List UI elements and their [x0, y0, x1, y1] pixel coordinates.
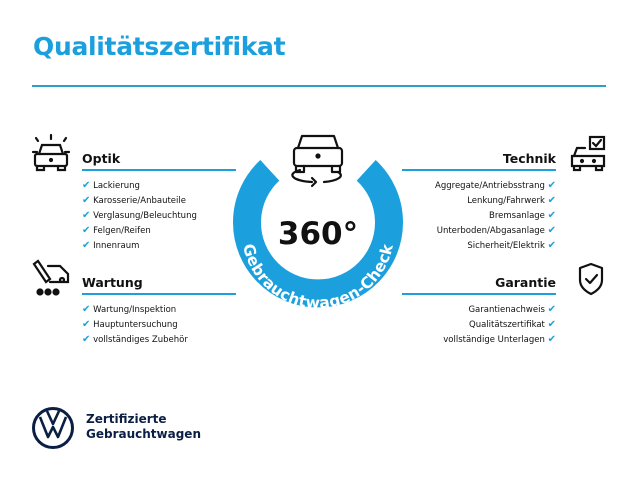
service-tools-icon — [32, 259, 70, 296]
section-technik: Technik Aggregate/Antriebsstrang ✔ Lenku… — [402, 150, 556, 253]
list-item: ✔ Hauptuntersuchung — [82, 319, 178, 330]
title-divider — [32, 85, 606, 87]
section-title: Optik — [82, 151, 121, 166]
check-icon: ✔ — [547, 304, 556, 315]
car-lights-icon — [31, 133, 71, 172]
section-divider — [402, 293, 556, 295]
check-icon: ✔ — [547, 319, 556, 330]
list-item: Lenkung/Fahrwerk ✔ — [467, 195, 556, 206]
list-item: ✔ Karosserie/Anbauteile — [82, 195, 186, 206]
section-divider — [82, 293, 236, 295]
list-item: Sicherheit/Elektrik ✔ — [467, 240, 556, 251]
section-title: Technik — [502, 151, 556, 166]
section-garantie: Garantie Garantienachweis ✔ Qualitätszer… — [402, 274, 556, 347]
list-item: Aggregate/Antriebsstrang ✔ — [435, 180, 556, 191]
check-icon: ✔ — [547, 210, 556, 221]
check-icon: ✔ — [82, 240, 91, 251]
check-icon: ✔ — [82, 304, 91, 315]
check-icon: ✔ — [547, 180, 556, 191]
car-checklist-icon — [570, 135, 606, 172]
ring-arc — [233, 160, 403, 308]
check-icon: ✔ — [82, 210, 91, 221]
check-icon: ✔ — [82, 195, 91, 206]
shield-check-icon — [578, 262, 604, 296]
list-item: Qualitätszertifikat ✔ — [469, 319, 556, 330]
check-icon: ✔ — [82, 319, 91, 330]
list-item: ✔ Felgen/Reifen — [82, 225, 151, 236]
check-icon: ✔ — [82, 225, 91, 236]
section-divider — [82, 169, 236, 171]
section-optik: Optik ✔ Lackierung ✔ Karosserie/Anbautei… — [82, 150, 236, 253]
360-value: 360° — [278, 216, 358, 252]
car-rotate-icon — [291, 134, 344, 188]
check-icon: ✔ — [82, 180, 91, 191]
section-divider — [402, 169, 556, 171]
section-title: Wartung — [82, 275, 143, 290]
check-icon: ✔ — [547, 225, 556, 236]
list-item: ✔ Innenraum — [82, 240, 140, 251]
list-item: ✔ vollständiges Zubehör — [82, 334, 188, 345]
list-item: ✔ Verglasung/Beleuchtung — [82, 210, 197, 221]
list-item: Bremsanlage ✔ — [489, 210, 556, 221]
check-icon: ✔ — [547, 334, 556, 345]
check-icon: ✔ — [547, 195, 556, 206]
vw-logo — [32, 407, 74, 449]
section-title: Garantie — [495, 275, 556, 290]
list-item: ✔ Wartung/Inspektion — [82, 304, 177, 315]
list-item: vollständige Unterlagen ✔ — [443, 334, 556, 345]
list-item: ✔ Lackierung — [82, 180, 140, 191]
list-item: Garantienachweis ✔ — [468, 304, 556, 315]
list-item: Unterboden/Abgasanlage ✔ — [436, 225, 556, 236]
section-wartung: Wartung ✔ Wartung/Inspektion ✔ Hauptunte… — [82, 274, 236, 347]
brand-name: Zertifizierte Gebrauchtwagen — [86, 412, 201, 441]
check-icon: ✔ — [82, 334, 91, 345]
check-icon: ✔ — [547, 240, 556, 251]
page-title: Qualitätszertifikat — [33, 32, 286, 61]
